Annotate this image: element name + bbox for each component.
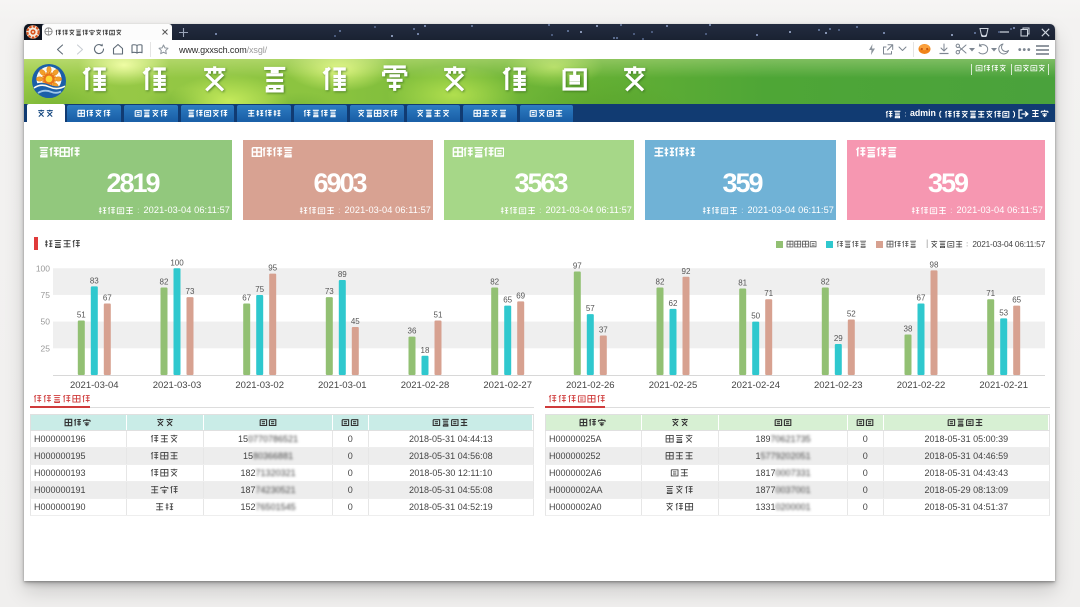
svg-text:67: 67 bbox=[242, 294, 251, 303]
svg-text:98: 98 bbox=[930, 260, 939, 269]
svg-text:81: 81 bbox=[738, 279, 747, 288]
svg-text:73: 73 bbox=[325, 287, 334, 296]
svg-text:89: 89 bbox=[338, 270, 347, 279]
svg-text:73: 73 bbox=[186, 287, 195, 296]
svg-text:2021-03-01: 2021-03-01 bbox=[318, 380, 367, 391]
svg-text:97: 97 bbox=[573, 262, 582, 271]
svg-text:57: 57 bbox=[586, 304, 595, 313]
svg-text:2021-02-24: 2021-02-24 bbox=[731, 380, 780, 391]
svg-text:75: 75 bbox=[255, 285, 264, 294]
svg-text:2021-02-26: 2021-02-26 bbox=[566, 380, 615, 391]
svg-text:37: 37 bbox=[599, 326, 608, 335]
svg-text:52: 52 bbox=[847, 310, 856, 319]
svg-text:82: 82 bbox=[490, 278, 499, 287]
svg-text:2021-02-27: 2021-02-27 bbox=[483, 380, 532, 391]
svg-text:51: 51 bbox=[434, 311, 443, 320]
svg-text:65: 65 bbox=[503, 296, 512, 305]
svg-text:25: 25 bbox=[41, 343, 51, 353]
svg-text:51: 51 bbox=[77, 311, 86, 320]
svg-text:29: 29 bbox=[834, 334, 843, 343]
svg-text:67: 67 bbox=[917, 294, 926, 303]
svg-text:53: 53 bbox=[999, 308, 1008, 317]
svg-text:82: 82 bbox=[160, 278, 169, 287]
svg-text:82: 82 bbox=[821, 278, 830, 287]
svg-text:2021-02-23: 2021-02-23 bbox=[814, 380, 863, 391]
svg-text:95: 95 bbox=[268, 264, 277, 273]
svg-text:18: 18 bbox=[421, 346, 430, 355]
svg-text:2021-03-02: 2021-03-02 bbox=[235, 380, 284, 391]
svg-text:65: 65 bbox=[1012, 296, 1021, 305]
svg-text:2021-02-22: 2021-02-22 bbox=[897, 380, 946, 391]
svg-text:2021-03-03: 2021-03-03 bbox=[153, 380, 202, 391]
svg-text:2021-02-25: 2021-02-25 bbox=[649, 380, 698, 391]
svg-text:67: 67 bbox=[103, 294, 112, 303]
svg-text:83: 83 bbox=[90, 276, 99, 285]
svg-text:45: 45 bbox=[351, 317, 360, 326]
svg-text:2021-02-28: 2021-02-28 bbox=[401, 380, 450, 391]
svg-text:100: 100 bbox=[170, 258, 184, 267]
svg-text:69: 69 bbox=[516, 291, 525, 300]
svg-text:82: 82 bbox=[656, 278, 665, 287]
svg-text:71: 71 bbox=[764, 289, 773, 298]
svg-text:92: 92 bbox=[682, 267, 691, 276]
svg-text:62: 62 bbox=[669, 299, 678, 308]
svg-text:50: 50 bbox=[751, 312, 760, 321]
svg-text:36: 36 bbox=[408, 327, 417, 336]
svg-text:75: 75 bbox=[41, 290, 51, 300]
svg-text:50: 50 bbox=[41, 317, 51, 327]
svg-text:71: 71 bbox=[986, 289, 995, 298]
svg-text:2021-02-21: 2021-02-21 bbox=[979, 380, 1028, 391]
svg-text:100: 100 bbox=[36, 263, 50, 273]
svg-text:38: 38 bbox=[904, 324, 913, 333]
svg-text:2021-03-04: 2021-03-04 bbox=[70, 380, 119, 391]
